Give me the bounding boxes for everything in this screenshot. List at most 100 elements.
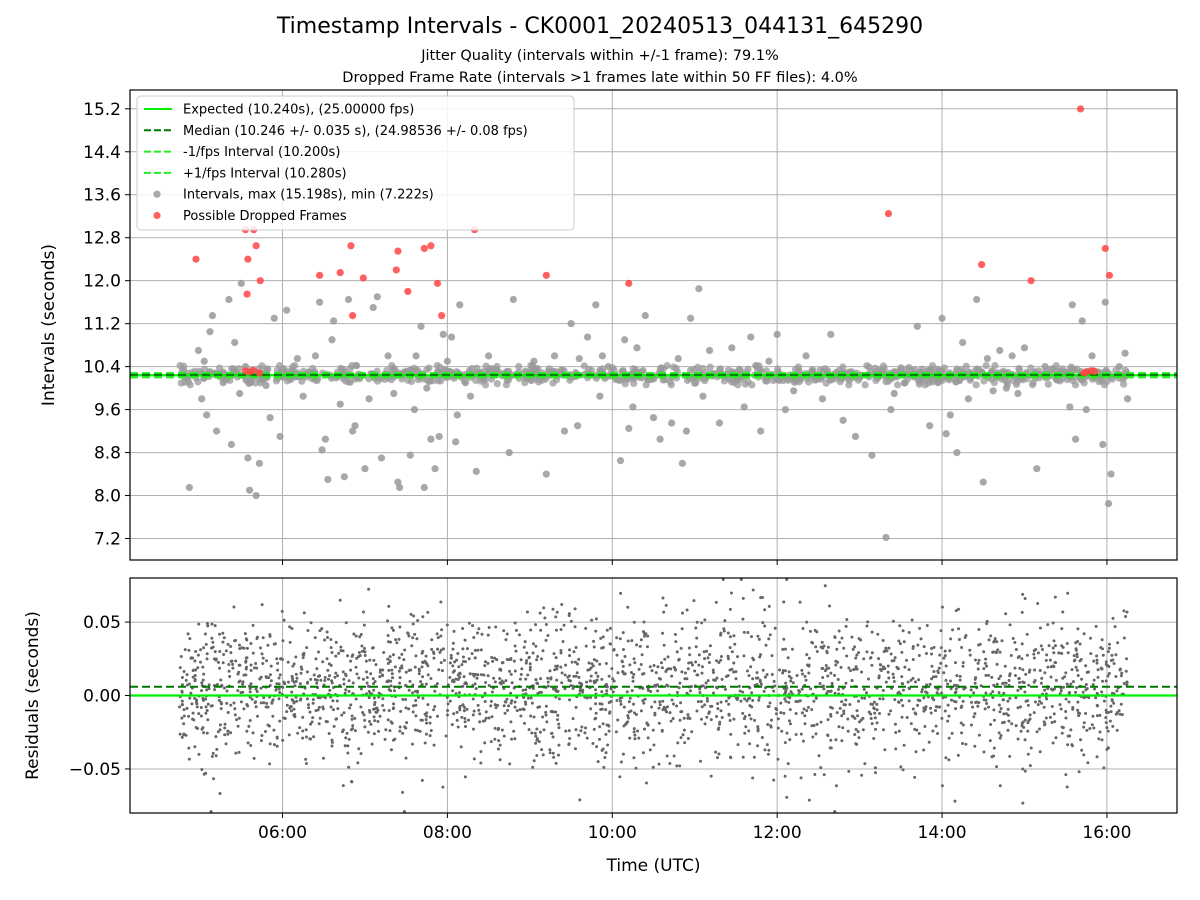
residual-point <box>411 691 415 695</box>
interval-point <box>940 364 949 372</box>
residual-point <box>939 661 943 665</box>
residual-point <box>1125 657 1129 661</box>
residual-point <box>960 731 964 735</box>
residual-point <box>779 711 783 715</box>
residual-point <box>254 700 258 704</box>
residual-point <box>1019 687 1023 691</box>
residual-point <box>371 677 375 681</box>
residual-point <box>546 634 550 638</box>
residual-point <box>734 670 738 674</box>
residual-point <box>334 640 338 644</box>
residual-point <box>505 658 509 662</box>
interval-outlier-point <box>818 395 827 403</box>
residual-point <box>493 726 497 730</box>
residual-point <box>955 674 959 678</box>
residual-point <box>494 706 498 710</box>
interval-point <box>962 362 970 370</box>
residual-point <box>804 678 808 682</box>
residual-point <box>242 646 246 650</box>
residual-point <box>537 740 541 744</box>
residual-point <box>411 710 415 714</box>
residual-point <box>837 629 841 633</box>
residual-point <box>628 663 632 667</box>
residual-point <box>498 758 502 762</box>
residual-point <box>976 704 980 708</box>
residual-point <box>769 724 773 728</box>
residual-point <box>572 650 576 654</box>
residual-point <box>201 678 205 682</box>
residual-point <box>661 708 665 712</box>
residual-point <box>1069 728 1073 732</box>
residual-point <box>1074 690 1078 694</box>
residual-point <box>860 773 864 777</box>
residual-point <box>1060 627 1064 631</box>
interval-outlier-point <box>882 533 890 542</box>
residual-point <box>592 645 596 649</box>
residual-point <box>842 646 846 650</box>
residual-point <box>709 774 713 778</box>
residual-point <box>958 678 962 682</box>
residual-point <box>706 656 710 660</box>
residual-point <box>292 713 296 717</box>
residual-point <box>977 643 981 647</box>
residual-point <box>1061 610 1065 614</box>
interval-outlier-point <box>1068 301 1076 309</box>
residual-point <box>203 632 207 636</box>
residual-point <box>298 726 302 730</box>
residual-point <box>741 755 745 759</box>
residual-point <box>262 696 266 700</box>
legend-entry-5: Possible Dropped Frames <box>183 209 347 224</box>
residual-point <box>604 708 608 712</box>
residual-point <box>1022 681 1026 685</box>
residual-point <box>362 713 366 717</box>
interval-point <box>953 365 961 373</box>
residual-point <box>589 695 593 699</box>
residual-point <box>435 632 439 636</box>
residual-point <box>909 722 913 726</box>
residual-point <box>446 702 450 706</box>
residual-point <box>386 680 390 684</box>
residual-point <box>308 737 312 741</box>
residual-point <box>336 674 340 678</box>
residual-point <box>1002 712 1006 716</box>
residual-point <box>897 700 901 704</box>
interval-outlier-point <box>410 406 419 414</box>
residual-point <box>610 667 614 671</box>
residual-point <box>386 619 390 623</box>
residual-point <box>484 680 488 684</box>
residual-point <box>578 798 582 802</box>
residual-point <box>877 674 881 678</box>
residual-point <box>249 668 253 672</box>
residual-point <box>631 675 635 679</box>
residual-point <box>215 683 219 687</box>
residual-point <box>1106 650 1110 654</box>
residual-point <box>1008 674 1012 678</box>
residual-point <box>243 632 247 636</box>
residual-point <box>370 646 374 650</box>
residual-point <box>663 706 667 710</box>
residual-point <box>840 739 844 743</box>
residual-point <box>473 656 477 660</box>
residual-point <box>436 647 440 651</box>
residual-point <box>703 722 707 726</box>
residual-point <box>1092 659 1096 663</box>
residual-point <box>1033 700 1037 704</box>
residual-point <box>567 729 571 733</box>
residual-point <box>940 784 944 788</box>
residual-point <box>1023 596 1027 600</box>
residual-point <box>741 690 745 694</box>
residual-point <box>942 671 946 675</box>
interval-outlier-point <box>1002 384 1010 392</box>
residual-point <box>678 718 682 722</box>
residual-point <box>634 766 638 770</box>
residual-point <box>1114 653 1118 657</box>
residual-point <box>1029 746 1033 750</box>
residual-point <box>357 650 361 654</box>
residual-point <box>212 777 216 781</box>
interval-outlier-point <box>340 473 348 481</box>
residual-point <box>454 677 458 681</box>
residual-point <box>404 706 408 710</box>
residual-point <box>988 739 992 743</box>
residual-point <box>982 750 986 754</box>
residual-point <box>784 647 788 651</box>
